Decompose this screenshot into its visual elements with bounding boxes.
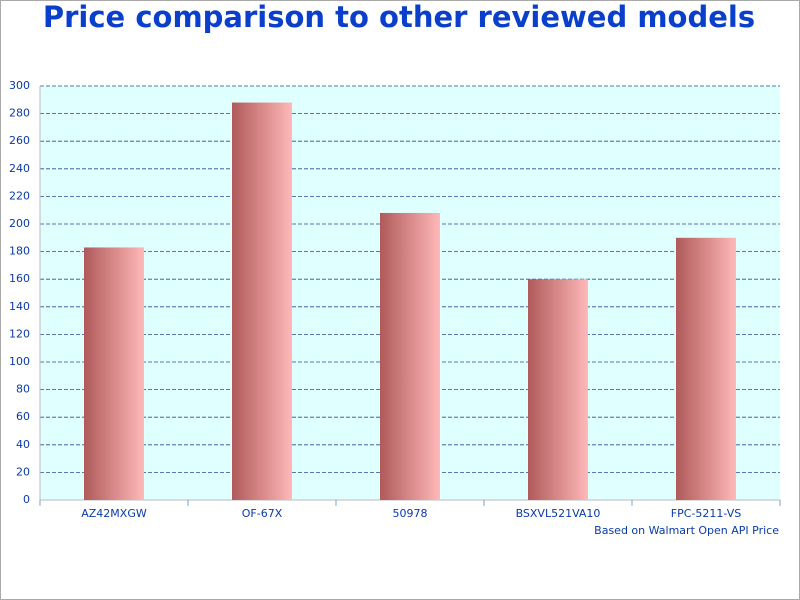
chart-title: Price comparison to other reviewed model… — [43, 0, 755, 34]
x-tick-label: 50978 — [393, 507, 428, 520]
y-tick-label: 240 — [9, 162, 30, 175]
y-tick-label: 260 — [9, 134, 30, 147]
bar — [676, 237, 736, 501]
y-tick-label: 120 — [9, 327, 30, 340]
source-note: Based on Walmart Open API Price — [594, 524, 779, 537]
y-tick-label: 100 — [9, 355, 30, 368]
x-tick-label: AZ42MXGW — [81, 507, 147, 520]
bar — [232, 102, 292, 500]
y-tick-label: 180 — [9, 245, 30, 258]
y-tick-label: 0 — [23, 493, 30, 506]
y-tick-label: 80 — [16, 383, 30, 396]
bar — [528, 279, 588, 500]
y-tick-label: 40 — [16, 438, 30, 451]
y-tick-label: 220 — [9, 189, 30, 202]
y-tick-label: 300 — [9, 79, 30, 92]
y-tick-label: 200 — [9, 217, 30, 230]
x-tick-label: BSXVL521VA10 — [516, 507, 601, 520]
y-tick-label: 20 — [16, 465, 30, 478]
y-tick-label: 60 — [16, 410, 30, 423]
y-tick-label: 160 — [9, 272, 30, 285]
y-tick-label: 280 — [9, 107, 30, 120]
y-tick-label: 140 — [9, 300, 30, 313]
x-tick-label: OF-67X — [242, 507, 283, 520]
bar — [380, 212, 440, 500]
bar — [84, 247, 144, 500]
x-tick-label: FPC-5211-VS — [671, 507, 741, 520]
